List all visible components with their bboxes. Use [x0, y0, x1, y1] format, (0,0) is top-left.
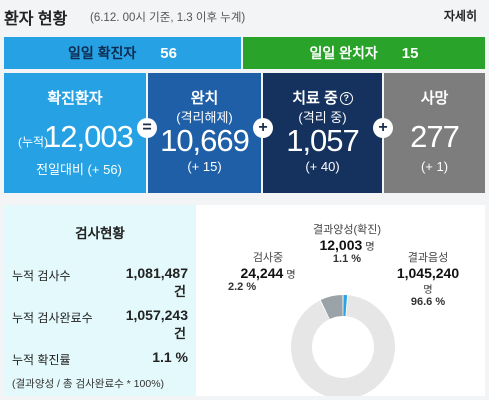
page-title: 환자 현황	[4, 11, 68, 28]
donut-label-positive: 결과양성(확진) 12,003 명 1.1 %	[292, 221, 402, 265]
treating-sub: (격리 중)	[298, 110, 347, 125]
donut-label-text: 결과양성(확진)	[312, 224, 382, 236]
test-result-donut: 결과양성(확진) 12,003 명 1.1 % 검사중 24,244 명 2.2…	[200, 205, 485, 396]
donut-segment-testing	[320, 295, 343, 319]
test-row-value: 1.1 %	[152, 349, 188, 365]
donut-label-text: 검사중	[252, 252, 284, 264]
daily-recovered-label: 일일 완치자	[309, 45, 378, 61]
plus-icon: +	[373, 118, 393, 138]
confirmed-card: 확진환자 (누적) 12,003 전일대비 (+ 56)	[4, 73, 146, 193]
test-row-unit: 건	[174, 284, 186, 299]
treating-card: 치료 중? (격리 중) 1,057 (+ 40)	[263, 73, 382, 193]
donut-label-percent: 1.1 %	[332, 253, 362, 265]
test-status-section: 검사현황 누적 검사수 1,081,487 건 누적 검사완료수 1,057,2…	[4, 205, 485, 396]
deaths-card: 사망 277 (+ 1)	[384, 73, 485, 193]
test-status-box: 검사현황 누적 검사수 1,081,487 건 누적 검사완료수 1,057,2…	[4, 205, 196, 396]
donut-segment-positive	[343, 295, 348, 317]
confirmed-value: 12,003	[44, 119, 134, 154]
test-row-label: 누적 검사완료수	[12, 311, 93, 325]
recovered-sub: (격리해제)	[176, 110, 233, 125]
treating-title-row: 치료 중?	[263, 87, 382, 108]
donut-label-unit: 명	[423, 285, 433, 296]
deaths-value: 277	[410, 119, 460, 154]
donut-label-value: 24,244	[240, 265, 284, 281]
recovered-delta: (+ 15)	[187, 159, 222, 174]
donut-label-percent: 2.2 %	[228, 281, 257, 293]
donut-label-negative: 결과음성 1,045,240 명 96.6 %	[378, 249, 478, 308]
recovered-title: 완치	[190, 90, 219, 107]
plus-icon: +	[253, 118, 273, 138]
daily-confirmed-value: 56	[160, 44, 177, 62]
test-row-label: 누적 확진률	[12, 353, 71, 367]
donut-label-percent: 96.6 %	[410, 296, 446, 308]
test-note: (결과양성 / 총 검사완료수 * 100%)	[12, 378, 165, 390]
donut-label-unit: 명	[365, 242, 375, 253]
deaths-title: 사망	[420, 90, 449, 107]
test-row-unit: 건	[174, 326, 186, 341]
confirmed-title: 확진환자	[47, 90, 103, 107]
donut-label-text: 결과음성	[407, 252, 449, 264]
confirmed-delta: 전일대비 (+ 56)	[36, 162, 122, 177]
deaths-delta: (+ 1)	[420, 159, 449, 174]
donut-segment-negative	[291, 295, 395, 396]
donut-label-unit: 명	[286, 270, 296, 281]
question-icon[interactable]: ?	[339, 92, 353, 105]
recovered-value: 10,669	[160, 123, 250, 158]
test-row-label: 누적 검사수	[12, 269, 71, 283]
donut-label-value: 1,045,240	[396, 265, 460, 281]
donut-label-testing: 검사중 24,244 명 2.2 %	[226, 249, 310, 293]
donut-label-value: 12,003	[319, 237, 363, 253]
daily-recovered-strip: 일일 완치자 15	[243, 37, 485, 69]
treating-title: 치료 중	[292, 90, 338, 107]
test-row-value: 1,057,243	[125, 307, 188, 323]
daily-confirmed-label: 일일 확진자	[68, 45, 137, 61]
equals-icon: =	[137, 118, 157, 138]
treating-delta: (+ 40)	[305, 159, 340, 174]
daily-confirmed-strip: 일일 확진자 56	[4, 37, 241, 69]
test-status-title: 검사현황	[75, 226, 125, 241]
confirmed-prefix: (누적)	[18, 135, 49, 149]
header: 환자 현황 (6.12. 00시 기준, 1.3 이후 누계) 자세히	[4, 3, 485, 29]
test-row-value: 1,081,487	[125, 265, 188, 281]
details-link[interactable]: 자세히	[443, 9, 477, 23]
page-subtitle: (6.12. 00시 기준, 1.3 이후 누계)	[90, 12, 246, 24]
treating-value: 1,057	[286, 123, 360, 158]
recovered-card: 완치 (격리해제) 10,669 (+ 15)	[148, 73, 261, 193]
daily-recovered-value: 15	[401, 44, 419, 62]
